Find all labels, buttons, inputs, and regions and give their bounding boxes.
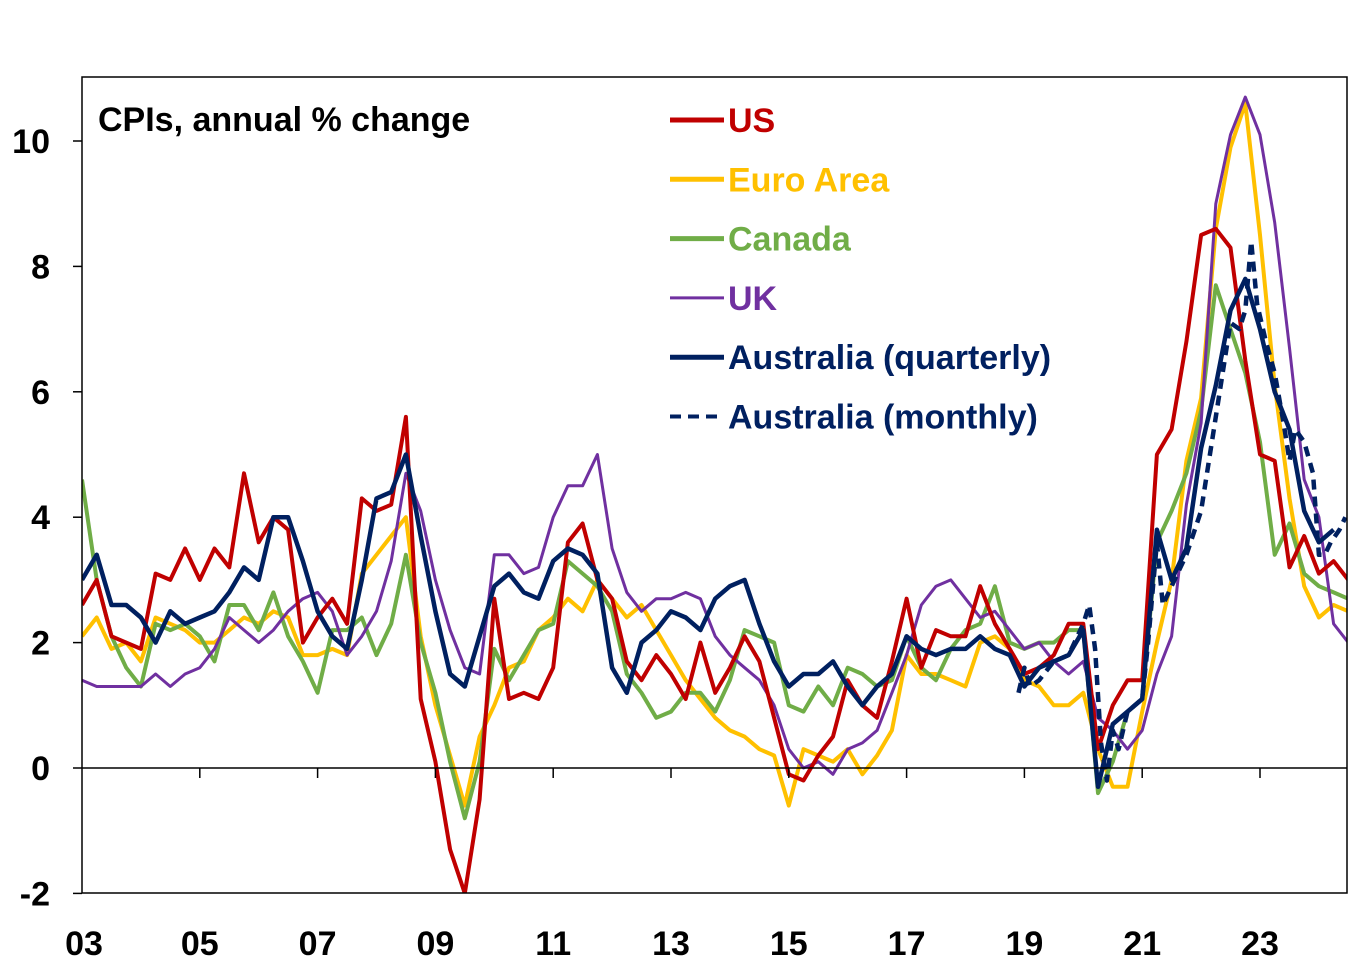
x-axis: 03 05 07 09 11 13 15 17 19 21 23: [65, 768, 1279, 963]
x-tick-label: 21: [1123, 925, 1161, 963]
legend-item-canada: Canada: [670, 221, 852, 259]
legend-item-australia-monthly: Australia (monthly): [670, 399, 1038, 437]
series-line-canada: [82, 283, 1347, 821]
legend-item-australia-quarterly: Australia (quarterly): [670, 339, 1051, 377]
legend-label: Euro Area: [728, 161, 890, 199]
y-tick-label: 4: [31, 499, 50, 537]
x-tick-label: 13: [652, 925, 690, 963]
x-tick-label: 09: [416, 925, 454, 963]
x-tick-label: 23: [1241, 925, 1279, 963]
legend: US Euro Area Canada UK Australia (quarterly)…: [670, 102, 1051, 437]
series-line-australia-monthly: [1016, 239, 1347, 783]
series-layer: [82, 95, 1347, 893]
y-tick-label: 2: [31, 625, 50, 663]
y-tick-label: 0: [31, 750, 50, 788]
x-tick-label: 07: [299, 925, 337, 963]
x-tick-label: 19: [1005, 925, 1043, 963]
y-tick-label: 10: [12, 123, 50, 161]
y-tick-label: 6: [31, 374, 50, 412]
y-axis: -2 0 2 4 6 8 10: [12, 123, 82, 913]
legend-label: US: [728, 102, 775, 140]
legend-label: Australia (monthly): [728, 399, 1038, 437]
legend-item-uk: UK: [670, 280, 778, 318]
legend-item-euro-area: Euro Area: [670, 161, 890, 199]
legend-label: UK: [728, 280, 778, 318]
legend-label: Australia (quarterly): [728, 339, 1051, 377]
series-line-uk: [82, 95, 1347, 776]
series-line-us: [82, 226, 1347, 893]
y-tick-label: -2: [20, 875, 50, 913]
series-line-australia-quarterly: [82, 276, 1336, 790]
legend-item-us: US: [670, 102, 775, 140]
x-tick-label: 15: [770, 925, 808, 963]
legend-label: Canada: [728, 221, 852, 259]
x-tick-label: 11: [535, 925, 571, 963]
y-tick-label: 8: [31, 248, 50, 286]
x-tick-label: 17: [888, 925, 926, 963]
chart-title: CPIs, annual % change: [98, 101, 470, 139]
plot-area-frame: [81, 76, 1348, 894]
x-tick-label: 03: [65, 925, 103, 963]
x-tick-label: 05: [181, 925, 219, 963]
